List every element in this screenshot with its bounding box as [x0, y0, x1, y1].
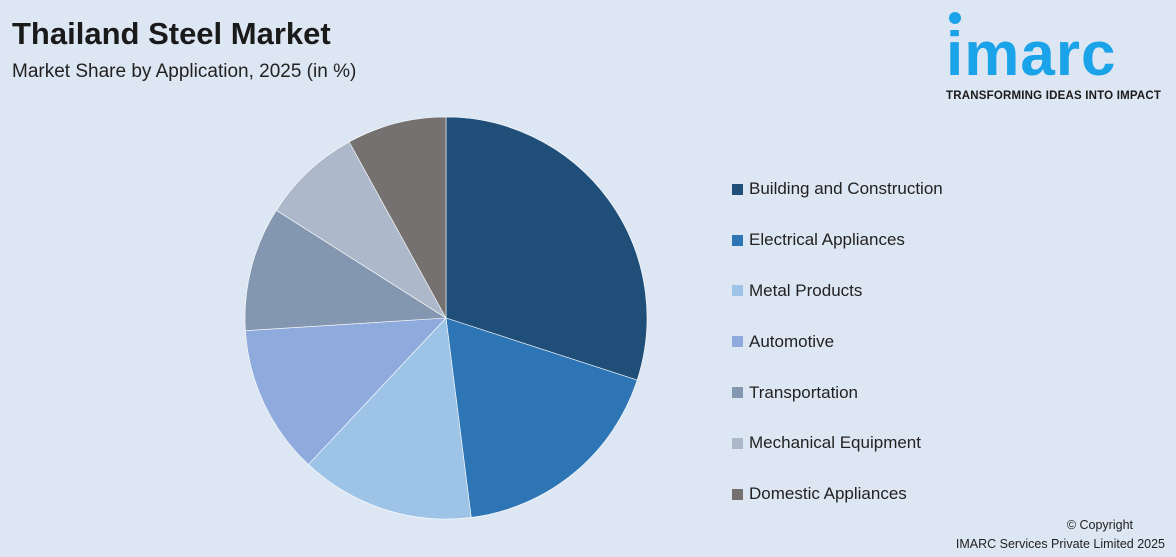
legend-label: Electrical Appliances: [749, 230, 905, 250]
copyright-company: IMARC Services Private Limited 2025: [955, 537, 1165, 551]
pie-slice-building-and-construction: [445, 116, 648, 381]
pie-slice-mechanical-equipment: [275, 141, 447, 319]
legend-swatch: [732, 285, 743, 297]
copyright-label: © Copyright: [1066, 518, 1133, 532]
logo-dot-icon: [949, 12, 961, 24]
chart-title: Thailand Steel Market: [12, 16, 331, 51]
legend-item: Domestic Appliances: [732, 469, 943, 520]
legend-item: Metal Products: [732, 266, 943, 317]
legend: Building and Construction Electrical Appl…: [732, 164, 943, 520]
legend-swatch: [732, 488, 743, 500]
legend-item: Transportation: [732, 367, 943, 418]
legend-swatch: [732, 437, 743, 449]
legend-item: Building and Construction: [732, 164, 943, 215]
imarc-logo: imarc TRANSFORMING IDEAS INTO IMPACT: [946, 12, 1170, 102]
legend-label: Domestic Appliances: [749, 484, 907, 504]
pie-slice-transportation: [244, 209, 447, 331]
legend-swatch: [732, 234, 743, 246]
pie-slice-automotive: [245, 317, 447, 465]
legend-label: Transportation: [749, 382, 858, 402]
legend-swatch: [732, 336, 743, 348]
pie-slice-domestic-appliances: [348, 116, 447, 319]
chart-subtitle: Market Share by Application, 2025 (in %): [12, 61, 357, 82]
legend-swatch: [732, 387, 743, 399]
legend-item: Automotive: [732, 316, 943, 367]
legend-label: Building and Construction: [749, 179, 943, 199]
legend-label: Mechanical Equipment: [749, 433, 921, 453]
legend-swatch: [732, 183, 743, 195]
logo-word: imarc: [946, 20, 1117, 89]
legend-item: Electrical Appliances: [732, 215, 943, 266]
legend-label: Metal Products: [749, 280, 863, 300]
copyright: © Copyright IMARC Services Private Limit…: [956, 516, 1165, 554]
legend-label: Automotive: [749, 331, 835, 351]
logo-tagline: TRANSFORMING IDEAS INTO IMPACT: [946, 90, 1162, 102]
legend-item: Mechanical Equipment: [732, 418, 943, 469]
pie-slice-metal-products: [307, 317, 472, 520]
pie-slice-electrical-appliances: [445, 317, 638, 518]
